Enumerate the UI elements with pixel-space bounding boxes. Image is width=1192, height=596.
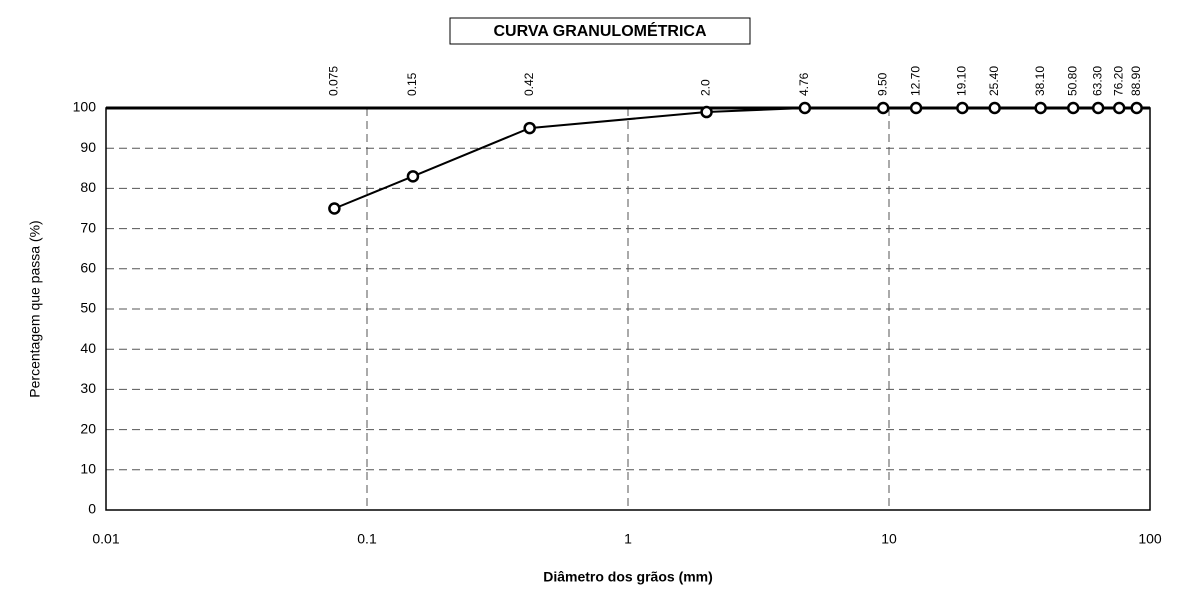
sieve-label: 0.075 [327,66,341,96]
sieve-label: 12.70 [908,66,922,96]
title-box [449,17,751,45]
x-axis-label: Diâmetro dos grãos (mm) [543,569,713,585]
x-tick-label: 0.1 [357,531,377,547]
sieve-label: 50.80 [1065,66,1079,96]
sieve-label: 19.10 [955,66,969,96]
y-tick-label: 60 [80,260,96,276]
data-point [406,170,420,183]
data-point [956,101,969,115]
y-tick-label: 90 [80,139,96,155]
data-point [798,101,812,115]
sieve-label: 0.42 [522,72,536,96]
y-tick-label: 40 [80,340,96,356]
x-tick-label: 1 [624,531,632,547]
data-line [334,107,1137,210]
data-point [988,101,1001,115]
data-point [1091,101,1105,115]
data-point [909,101,923,115]
y-axis-label: Percentagem que passa (%) [27,220,43,397]
y-tick-label: 70 [80,219,96,235]
data-point [1130,101,1143,115]
y-tick-label: 80 [80,179,96,195]
data-point [700,105,713,119]
y-tick-label: 100 [73,99,97,115]
y-tick-label: 30 [80,380,96,396]
sieve-label: 9.50 [875,72,889,96]
data-point [328,202,341,215]
chart-title: CURVA GRANULOMÉTRICA [493,21,706,40]
sieve-label: 0.15 [405,72,419,96]
sieve-label: 4.76 [797,72,811,96]
data-point [523,121,536,135]
y-tick-label: 0 [88,501,96,517]
data-point [1034,101,1047,115]
y-tick-label: 10 [80,461,96,477]
y-tick-label: 20 [80,420,96,436]
sieve-label: 38.10 [1033,66,1047,96]
data-point [1066,101,1080,115]
sieve-label: 76.20 [1111,66,1125,96]
x-tick-label: 10 [881,531,897,547]
sieve-label: 88.90 [1129,66,1143,96]
sieve-label: 2.0 [699,79,713,96]
y-tick-label: 50 [80,300,96,316]
sieve-label: 25.40 [987,66,1001,96]
x-tick-label: 100 [1138,531,1162,547]
data-point [876,101,890,115]
x-tick-label: 0.01 [92,531,119,547]
sieve-label: 63.30 [1090,66,1104,96]
data-point [1112,101,1126,115]
